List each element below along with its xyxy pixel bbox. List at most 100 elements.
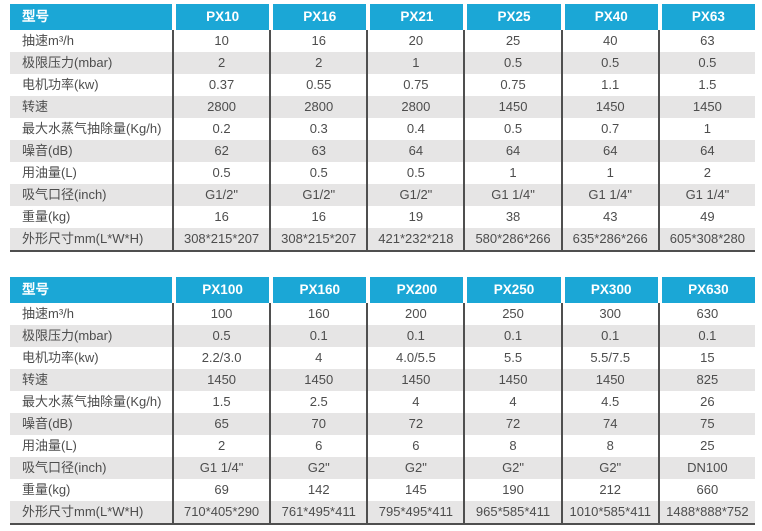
data-cell: 64: [657, 140, 755, 162]
data-cell: 8: [560, 435, 658, 457]
data-cell: 4: [366, 391, 463, 413]
data-cell: 0.75: [463, 74, 560, 96]
row-label: 极限压力(mbar): [10, 52, 172, 74]
data-cell: 1450: [366, 369, 464, 391]
data-cell: G1/2": [172, 184, 270, 206]
row-label: 转速: [10, 369, 172, 391]
data-cell: 43: [560, 206, 658, 228]
data-cell: DN100: [657, 457, 755, 479]
data-cell: 16: [269, 206, 366, 228]
data-cell: 761*495*411: [269, 501, 367, 525]
data-cell: 25: [463, 30, 560, 52]
data-cell: 1450: [463, 369, 561, 391]
data-cell: 2800: [366, 96, 464, 118]
data-cell: 1.1: [560, 74, 658, 96]
data-cell: 64: [463, 140, 561, 162]
row-label: 噪音(dB): [10, 413, 172, 435]
spec-table-px10-px63: 型号 PX10 PX16 PX21 PX25 PX40 PX63 抽速m³/h 10 16 20 25…: [10, 4, 755, 252]
data-cell: 74: [560, 413, 658, 435]
data-cell: 6: [269, 435, 366, 457]
data-cell: 72: [463, 413, 561, 435]
data-cell: 0.4: [366, 118, 463, 140]
data-cell: 75: [657, 413, 755, 435]
table-row: 极限压力(mbar) 0.5 0.1 0.1 0.1 0.1 0.1: [10, 325, 755, 347]
data-cell: 795*495*411: [366, 501, 464, 525]
data-cell: 64: [560, 140, 658, 162]
row-label: 电机功率(kw): [22, 350, 99, 365]
data-cell: 0.5: [657, 52, 755, 74]
data-cell: 1450: [269, 369, 367, 391]
data-cell: 142: [269, 479, 366, 501]
row-label: 最大水蒸气抽除量(Kg/h): [22, 121, 162, 136]
data-cell: 2: [172, 52, 270, 74]
row-label: 抽速m³/h: [22, 306, 75, 321]
row-label: 吸气口径(inch): [10, 457, 172, 479]
data-cell: 25: [657, 435, 755, 457]
data-cell: 160: [269, 303, 366, 325]
table-row: 最大水蒸气抽除量(Kg/h) 0.2 0.3 0.4 0.5 0.7 1: [10, 118, 755, 140]
row-label: 用油量(L): [22, 438, 77, 453]
data-cell: 2800: [172, 96, 270, 118]
data-cell: 660: [657, 479, 755, 501]
row-label: 外形尺寸mm(L*W*H): [10, 501, 172, 525]
row-label: 外形尺寸mm(L*W*H): [10, 228, 172, 252]
data-cell: 64: [366, 140, 464, 162]
data-cell: 1488*888*752: [657, 501, 755, 525]
data-cell: 0.3: [269, 118, 366, 140]
data-cell: 0.75: [366, 74, 463, 96]
data-cell: 308*215*207: [269, 228, 367, 252]
row-label: 最大水蒸气抽除量(Kg/h): [22, 394, 162, 409]
data-cell: 300: [560, 303, 658, 325]
header-row: 型号 PX10 PX16 PX21 PX25 PX40 PX63: [10, 4, 755, 30]
column-header-px40: PX40: [560, 4, 658, 30]
data-cell: 580*286*266: [463, 228, 561, 252]
data-cell: 6: [366, 435, 463, 457]
data-cell: 2.5: [269, 391, 366, 413]
data-cell: 1.5: [657, 74, 755, 96]
data-cell: 16: [269, 30, 366, 52]
row-label: 重量(kg): [22, 209, 71, 224]
data-cell: 5.5: [463, 347, 560, 369]
data-cell: 1: [560, 162, 658, 184]
spec-table-px100-px630: 型号 PX100 PX160 PX200 PX250 PX300 PX630 抽速m³/h 10…: [10, 277, 755, 525]
data-cell: 0.5: [560, 52, 658, 74]
data-cell: 421*232*218: [366, 228, 464, 252]
data-cell: 635*286*266: [560, 228, 658, 252]
table-row: 转速 2800 2800 2800 1450 1450 1450: [10, 96, 755, 118]
table-row: 抽速m³/h 100 160 200 250 300 630: [10, 303, 755, 325]
column-header-px16: PX16: [269, 4, 367, 30]
row-label: 抽速m³/h: [22, 33, 75, 48]
data-cell: G1 1/4": [657, 184, 755, 206]
column-header-px21: PX21: [366, 4, 464, 30]
data-cell: 1450: [172, 369, 270, 391]
table-row: 极限压力(mbar) 2 2 1 0.5 0.5 0.5: [10, 52, 755, 74]
table-row: 转速 1450 1450 1450 1450 1450 825: [10, 369, 755, 391]
data-cell: 0.5: [463, 118, 560, 140]
data-cell: 4: [269, 347, 366, 369]
column-header-px630: PX630: [657, 277, 755, 303]
table-row: 用油量(L) 0.5 0.5 0.5 1 1 2: [10, 162, 755, 184]
data-cell: G2": [366, 457, 464, 479]
data-cell: 190: [463, 479, 560, 501]
data-cell: 1450: [560, 96, 658, 118]
data-cell: 1010*585*411: [560, 501, 658, 525]
row-label: 电机功率(kw): [22, 77, 99, 92]
data-cell: 0.1: [269, 325, 367, 347]
data-cell: 605*308*280: [657, 228, 755, 252]
data-cell: 1: [657, 118, 755, 140]
table-row: 吸气口径(inch) G1/2" G1/2" G1/2" G1 1/4" G1 1/4" G…: [10, 184, 755, 206]
data-cell: G2": [463, 457, 561, 479]
data-cell: 0.1: [657, 325, 755, 347]
data-cell: 0.5: [463, 52, 561, 74]
data-cell: G1/2": [366, 184, 464, 206]
data-cell: 0.1: [560, 325, 658, 347]
data-cell: 2.2/3.0: [172, 347, 269, 369]
data-cell: 0.7: [560, 118, 658, 140]
data-cell: 0.1: [366, 325, 464, 347]
row-label: 用油量(L): [22, 165, 77, 180]
data-cell: 2800: [269, 96, 367, 118]
data-cell: 1.5: [172, 391, 269, 413]
row-label: 吸气口径(inch): [10, 184, 172, 206]
data-cell: 0.1: [463, 325, 561, 347]
